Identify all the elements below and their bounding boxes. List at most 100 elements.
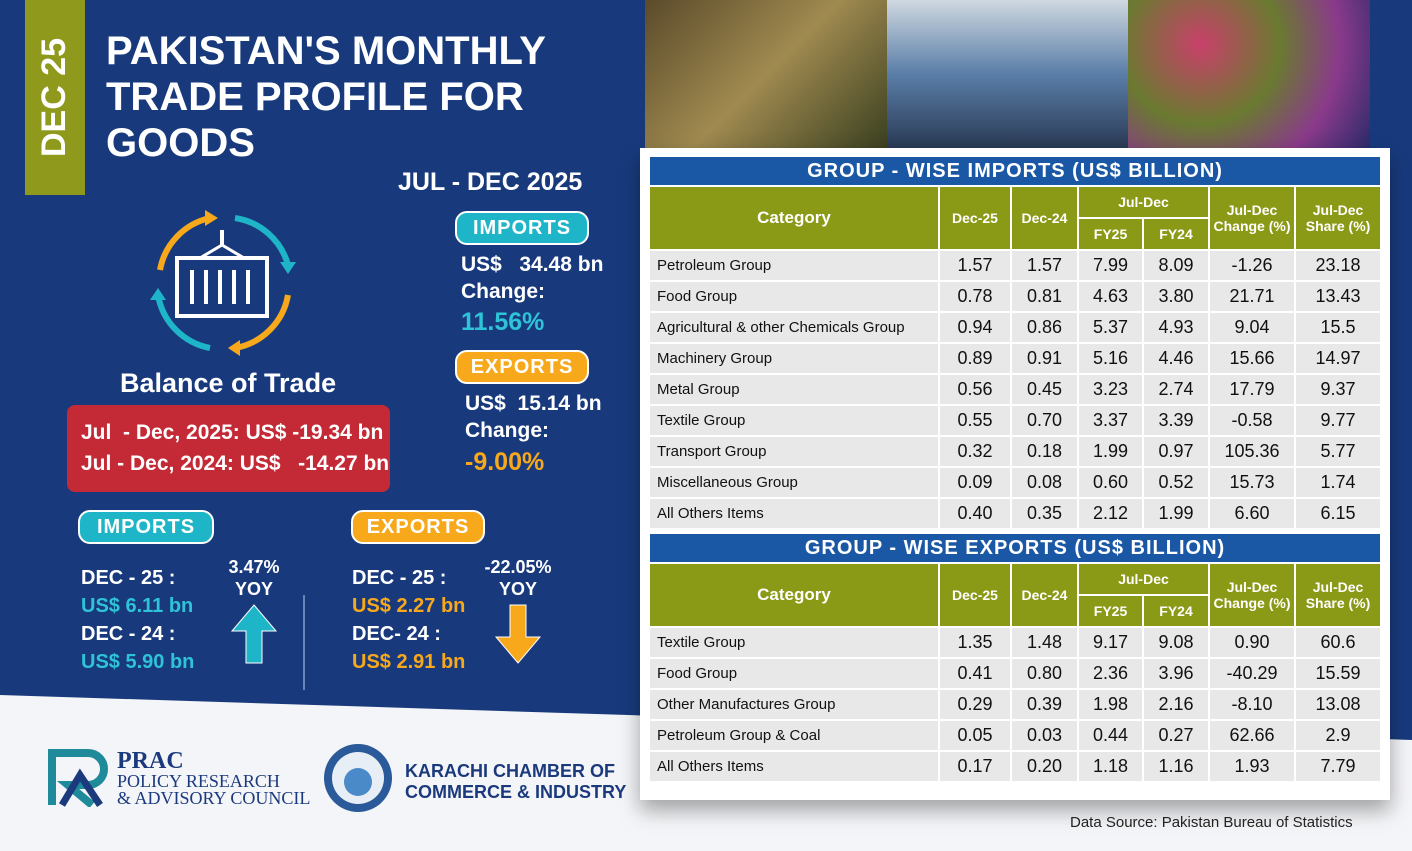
header-share: Jul-Dec Share (%) — [1293, 185, 1383, 251]
row-value: -40.29 — [1208, 657, 1296, 690]
row-value: 1.48 — [1010, 626, 1079, 659]
row-value: 1.74 — [1293, 466, 1383, 499]
row-value: 0.78 — [938, 280, 1012, 313]
table-row: Other Manufactures Group 0.29 0.39 1.98 2.16… — [648, 688, 1383, 721]
table-row: Transport Group 0.32 0.18 1.99 0.97 105.36 5.7… — [648, 435, 1383, 468]
table-row: Miscellaneous Group 0.09 0.08 0.60 0.52 15.73… — [648, 466, 1383, 499]
row-value: 23.18 — [1293, 249, 1383, 282]
imports-dec25-label: DEC - 25 : — [81, 567, 176, 589]
row-value: 0.17 — [938, 750, 1012, 783]
row-category: Petroleum Group & Coal — [648, 719, 940, 752]
imports-dec25-value: US$ 6.11 bn — [81, 595, 194, 617]
row-value: 1.18 — [1077, 750, 1144, 783]
balance-2024: Jul - Dec, 2024: US$ -14.27 bn — [81, 452, 390, 475]
row-value: 3.80 — [1142, 280, 1210, 313]
table-row: All Others Items 0.40 0.35 2.12 1.99 6.60 6.15 — [648, 497, 1383, 530]
textile-photo — [1128, 0, 1371, 148]
header-fy25: FY25 — [1077, 594, 1144, 628]
balance-2025: Jul - Dec, 2025: US$ -19.34 bn — [81, 421, 384, 444]
row-category: Food Group — [648, 280, 940, 313]
month-badge: DEC 25 — [25, 0, 85, 195]
container-cycle-icon — [140, 200, 305, 365]
row-value: 14.97 — [1293, 342, 1383, 375]
prac-name: PRAC — [117, 748, 184, 774]
row-value: 5.37 — [1077, 311, 1144, 344]
imports-table: GROUP - WISE IMPORTS (US$ BILLION) Catego… — [647, 155, 1383, 530]
exports-dec25-value: US$ 2.27 bn — [352, 595, 466, 617]
table-row: All Others Items 0.17 0.20 1.18 1.16 1.93 7.79 — [648, 750, 1383, 783]
arrow-up-icon — [230, 604, 278, 664]
row-value: 9.37 — [1293, 373, 1383, 406]
tables-card: GROUP - WISE IMPORTS (US$ BILLION) Catego… — [640, 148, 1390, 800]
table-row: Machinery Group 0.89 0.91 5.16 4.46 15.66 14.9… — [648, 342, 1383, 375]
exports-dec24-label: DEC- 24 : — [352, 623, 441, 645]
row-value: 3.23 — [1077, 373, 1144, 406]
header-photos — [645, 0, 1371, 148]
period-imports-change-label: Change: — [461, 280, 545, 303]
header-dec24: Dec-24 — [1010, 185, 1079, 251]
row-value: 0.97 — [1142, 435, 1210, 468]
row-value: -0.58 — [1208, 404, 1296, 437]
row-value: 0.70 — [1010, 404, 1079, 437]
header-juldec: Jul-Dec — [1077, 185, 1210, 219]
header-fy24: FY24 — [1142, 594, 1210, 628]
header-juldec: Jul-Dec — [1077, 562, 1210, 596]
imports-dec24-value: US$ 5.90 bn — [81, 651, 195, 673]
period-imports-value: US$ 34.48 bn — [461, 253, 604, 276]
row-value: 3.37 — [1077, 404, 1144, 437]
row-value: 17.79 — [1208, 373, 1296, 406]
row-category: Agricultural & other Chemicals Group — [648, 311, 940, 344]
table-title: GROUP - WISE IMPORTS (US$ BILLION) — [647, 155, 1383, 187]
table-row: Metal Group 0.56 0.45 3.23 2.74 17.79 9.37 — [648, 373, 1383, 406]
period-exports-change: -9.00% — [465, 448, 545, 476]
row-value: 0.27 — [1142, 719, 1210, 752]
row-value: 15.73 — [1208, 466, 1296, 499]
row-value: 62.66 — [1208, 719, 1296, 752]
exports-yoy-label: YOY — [498, 579, 537, 599]
row-value: 15.66 — [1208, 342, 1296, 375]
table-row: Agricultural & other Chemicals Group 0.94… — [648, 311, 1383, 344]
row-value: 13.08 — [1293, 688, 1383, 721]
row-value: 13.43 — [1293, 280, 1383, 313]
row-category: Machinery Group — [648, 342, 940, 375]
table-row: Textile Group 1.35 1.48 9.17 9.08 0.90 60.6 — [648, 626, 1383, 659]
row-value: 4.46 — [1142, 342, 1210, 375]
data-source: Data Source: Pakistan Bureau of Statisti… — [1070, 814, 1353, 831]
row-value: 1.57 — [1010, 249, 1079, 282]
row-category: Petroleum Group — [648, 249, 940, 282]
row-value: -1.26 — [1208, 249, 1296, 282]
row-value: 0.09 — [938, 466, 1012, 499]
row-value: 0.91 — [1010, 342, 1079, 375]
header-share: Jul-Dec Share (%) — [1293, 562, 1383, 628]
row-value: 0.45 — [1010, 373, 1079, 406]
row-value: 6.60 — [1208, 497, 1296, 530]
row-value: -8.10 — [1208, 688, 1296, 721]
exports-dec24-value: US$ 2.91 bn — [352, 651, 466, 673]
row-category: Textile Group — [648, 626, 940, 659]
row-value: 2.74 — [1142, 373, 1210, 406]
table-row: Food Group 0.41 0.80 2.36 3.96 -40.29 15.59 — [648, 657, 1383, 690]
row-value: 0.32 — [938, 435, 1012, 468]
row-value: 0.89 — [938, 342, 1012, 375]
row-value: 4.93 — [1142, 311, 1210, 344]
header-dec24: Dec-24 — [1010, 562, 1079, 628]
row-value: 2.36 — [1077, 657, 1144, 690]
row-value: 0.80 — [1010, 657, 1079, 690]
row-value: 60.6 — [1293, 626, 1383, 659]
row-category: Other Manufactures Group — [648, 688, 940, 721]
row-category: Miscellaneous Group — [648, 466, 940, 499]
row-value: 105.36 — [1208, 435, 1296, 468]
arrow-down-icon — [494, 604, 542, 664]
row-value: 15.59 — [1293, 657, 1383, 690]
balance-of-trade-box: Jul - Dec, 2025: US$ -19.34 bn Jul - Dec… — [67, 405, 390, 492]
row-value: 0.60 — [1077, 466, 1144, 499]
kcci-line1: KARACHI CHAMBER OF — [405, 761, 615, 781]
row-category: Transport Group — [648, 435, 940, 468]
row-value: 4.63 — [1077, 280, 1144, 313]
row-value: 15.5 — [1293, 311, 1383, 344]
header-category: Category — [648, 185, 940, 251]
row-value: 0.55 — [938, 404, 1012, 437]
row-value: 2.16 — [1142, 688, 1210, 721]
row-value: 0.29 — [938, 688, 1012, 721]
row-value: 1.99 — [1077, 435, 1144, 468]
